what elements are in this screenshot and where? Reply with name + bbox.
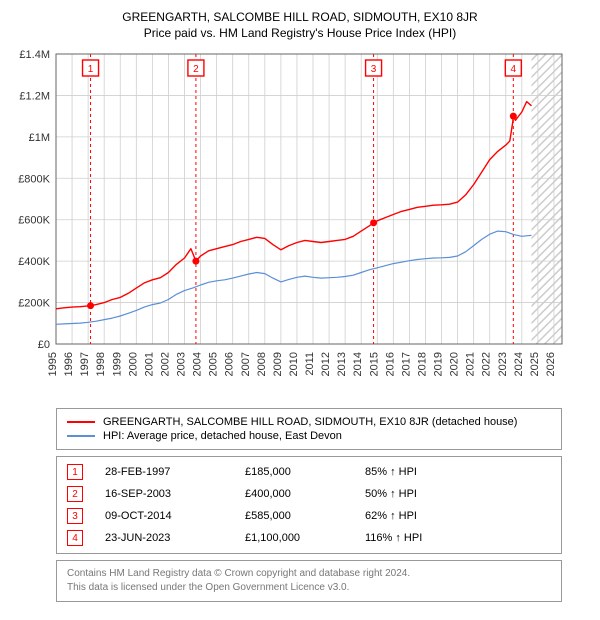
svg-text:2017: 2017 [400,352,412,376]
legend-item: GREENGARTH, SALCOMBE HILL ROAD, SIDMOUTH… [67,415,551,429]
sale-price: £585,000 [245,510,365,522]
svg-text:1997: 1997 [79,352,91,376]
price-chart-panel: GREENGARTH, SALCOMBE HILL ROAD, SIDMOUTH… [8,10,592,602]
svg-text:2016: 2016 [384,352,396,376]
svg-text:2022: 2022 [481,352,493,376]
sale-pct: 85% ↑ HPI [365,466,485,478]
svg-text:1999: 1999 [111,352,123,376]
chart-footer: Contains HM Land Registry data © Crown c… [56,560,562,602]
svg-text:2: 2 [193,64,199,75]
svg-text:2019: 2019 [433,352,445,376]
svg-text:2001: 2001 [143,352,155,376]
sale-price: £400,000 [245,488,365,500]
sale-row: 4 23-JUN-2023£1,100,000116% ↑ HPI [57,527,561,549]
footer-line-1: Contains HM Land Registry data © Crown c… [67,567,551,581]
chart-legend: GREENGARTH, SALCOMBE HILL ROAD, SIDMOUTH… [56,408,562,450]
sale-date: 23-JUN-2023 [105,532,245,544]
sale-marker-badge: 2 [67,486,83,502]
svg-text:£1M: £1M [29,132,50,144]
sale-date: 28-FEB-1997 [105,466,245,478]
svg-text:£400K: £400K [18,256,50,268]
svg-text:2007: 2007 [240,352,252,376]
svg-text:1998: 1998 [95,352,107,376]
svg-text:2006: 2006 [224,352,236,376]
svg-text:2010: 2010 [288,352,300,376]
svg-text:2020: 2020 [449,352,461,376]
sale-pct: 116% ↑ HPI [365,532,485,544]
sale-date: 09-OCT-2014 [105,510,245,522]
svg-text:1995: 1995 [47,352,59,376]
svg-text:£800K: £800K [18,173,50,185]
sale-marker-badge: 3 [67,508,83,524]
chart-header: GREENGARTH, SALCOMBE HILL ROAD, SIDMOUTH… [8,10,592,40]
svg-text:2012: 2012 [320,352,332,376]
sale-row: 3 09-OCT-2014£585,00062% ↑ HPI [57,505,561,527]
sale-pct: 62% ↑ HPI [365,510,485,522]
svg-text:4: 4 [511,64,517,75]
svg-text:2008: 2008 [256,352,268,376]
sale-row: 1 28-FEB-1997£185,00085% ↑ HPI [57,461,561,483]
sales-table: 1 28-FEB-1997£185,00085% ↑ HPI 2 16-SEP-200… [56,456,562,554]
chart-title: GREENGARTH, SALCOMBE HILL ROAD, SIDMOUTH… [8,10,592,24]
svg-text:2018: 2018 [416,352,428,376]
sale-price: £1,100,000 [245,532,365,544]
svg-text:2004: 2004 [192,352,204,376]
sale-row: 2 16-SEP-2003£400,00050% ↑ HPI [57,483,561,505]
svg-text:2023: 2023 [497,352,509,376]
svg-text:2003: 2003 [176,352,188,376]
legend-swatch [67,435,95,437]
svg-text:2011: 2011 [304,352,316,376]
svg-text:£200K: £200K [18,298,50,310]
svg-text:£0: £0 [38,339,50,351]
svg-text:2026: 2026 [545,352,557,376]
svg-text:3: 3 [371,64,377,75]
svg-text:2005: 2005 [208,352,220,376]
svg-text:2009: 2009 [272,352,284,376]
svg-text:2015: 2015 [368,352,380,376]
footer-line-2: This data is licensed under the Open Gov… [67,581,551,595]
legend-label: HPI: Average price, detached house, East… [103,430,342,442]
svg-text:2025: 2025 [529,352,541,376]
svg-text:2014: 2014 [352,352,364,376]
svg-text:1: 1 [88,64,94,75]
chart-plot: £0 £200K £400K £600K £800K £1M £1.2M £1.4M 1995 1… [8,48,592,400]
svg-text:1996: 1996 [63,352,75,376]
sale-marker-badge: 4 [67,530,83,546]
legend-item: HPI: Average price, detached house, East… [67,429,551,443]
svg-text:2013: 2013 [336,352,348,376]
svg-text:2000: 2000 [127,352,139,376]
svg-text:2024: 2024 [513,352,525,376]
svg-text:£1.4M: £1.4M [19,49,50,61]
sale-marker-badge: 1 [67,464,83,480]
sale-pct: 50% ↑ HPI [365,488,485,500]
svg-text:£600K: £600K [18,215,50,227]
svg-text:£1.2M: £1.2M [19,90,50,102]
svg-text:2021: 2021 [465,352,477,376]
chart-svg: £0 £200K £400K £600K £800K £1M £1.2M £1.4M 1995 1… [8,48,592,400]
legend-swatch [67,421,95,423]
sale-date: 16-SEP-2003 [105,488,245,500]
chart-subtitle: Price paid vs. HM Land Registry's House … [8,26,592,40]
sale-price: £185,000 [245,466,365,478]
svg-text:2002: 2002 [159,352,171,376]
legend-label: GREENGARTH, SALCOMBE HILL ROAD, SIDMOUTH… [103,416,517,428]
